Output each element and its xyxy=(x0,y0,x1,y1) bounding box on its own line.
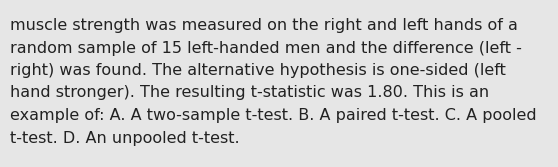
Text: muscle strength was measured on the right and left hands of a: muscle strength was measured on the righ… xyxy=(10,18,518,33)
Text: example of: A. A two-sample t-test. B. A paired t-test. C. A pooled: example of: A. A two-sample t-test. B. A… xyxy=(10,108,537,123)
Text: random sample of 15 left-handed men and the difference (left -: random sample of 15 left-handed men and … xyxy=(10,41,522,55)
Text: hand stronger). The resulting t-statistic was 1.80. This is an: hand stronger). The resulting t-statisti… xyxy=(10,86,489,101)
Text: right) was found. The alternative hypothesis is one-sided (left: right) was found. The alternative hypoth… xyxy=(10,63,506,78)
Text: t-test. D. An unpooled t-test.: t-test. D. An unpooled t-test. xyxy=(10,130,239,145)
